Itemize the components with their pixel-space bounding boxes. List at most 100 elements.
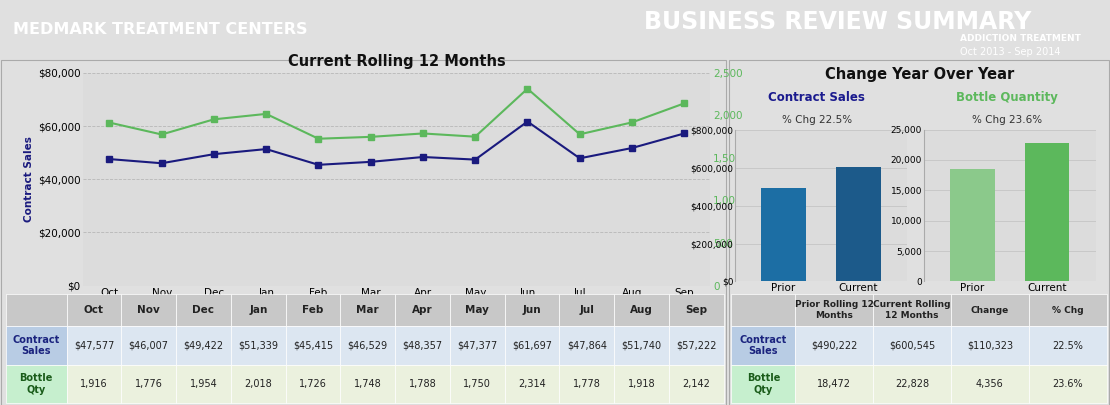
Y-axis label: Bottle Qty: Bottle Qty [747, 149, 757, 209]
Y-axis label: Contract Sales: Contract Sales [23, 136, 33, 222]
Text: Oct 2013 - Sep 2014: Oct 2013 - Sep 2014 [960, 47, 1061, 57]
Text: Jul: Jul [579, 305, 594, 315]
Bar [341, 294, 395, 326]
Text: 22.5%: 22.5% [1052, 341, 1083, 351]
Bar [614, 294, 669, 326]
Text: May: May [465, 305, 490, 315]
Text: Dec: Dec [192, 305, 214, 315]
Bar [669, 364, 724, 403]
Text: Oct: Oct [84, 305, 104, 315]
Text: $51,339: $51,339 [239, 341, 279, 351]
Text: $46,529: $46,529 [347, 341, 387, 351]
Text: Sep: Sep [685, 305, 707, 315]
Bar [1025, 143, 1069, 281]
Text: % Chg: % Chg [1052, 305, 1083, 315]
Text: Jan: Jan [249, 305, 268, 315]
Text: $47,864: $47,864 [567, 341, 607, 351]
Bar [121, 364, 176, 403]
Bar [67, 326, 121, 364]
Text: 1,776: 1,776 [134, 379, 163, 389]
Text: 1,726: 1,726 [299, 379, 327, 389]
Text: $48,357: $48,357 [403, 341, 443, 351]
Text: 1,750: 1,750 [463, 379, 492, 389]
Text: Bottle
Qty: Bottle Qty [747, 373, 780, 394]
Text: Change Year Over Year: Change Year Over Year [825, 67, 1015, 83]
Bar [874, 294, 951, 326]
Text: $51,740: $51,740 [622, 341, 662, 351]
Bar [505, 294, 559, 326]
Bar [559, 364, 614, 403]
Bar [559, 326, 614, 364]
Bar [231, 364, 285, 403]
Bar [121, 294, 176, 326]
Bar [1029, 294, 1107, 326]
Text: $49,422: $49,422 [183, 341, 223, 351]
Text: Feb: Feb [302, 305, 324, 315]
Text: $490,222: $490,222 [811, 341, 857, 351]
Text: Nov: Nov [138, 305, 160, 315]
Text: % Chg 22.5%: % Chg 22.5% [781, 115, 851, 125]
Text: Contract
Sales: Contract Sales [739, 335, 787, 356]
Bar [450, 364, 505, 403]
Text: 2,142: 2,142 [683, 379, 710, 389]
Title: Current Rolling 12 Months: Current Rolling 12 Months [287, 54, 506, 69]
Bar [505, 326, 559, 364]
Bar [285, 326, 341, 364]
Text: Change: Change [971, 305, 1009, 315]
Bar [1029, 326, 1107, 364]
Text: Current Rolling
12 Months: Current Rolling 12 Months [874, 301, 951, 320]
Text: $47,377: $47,377 [457, 341, 497, 351]
Bar [874, 364, 951, 403]
Bar [731, 294, 795, 326]
Bar [176, 294, 231, 326]
Text: BUSINESS REVIEW SUMMARY: BUSINESS REVIEW SUMMARY [644, 10, 1031, 34]
Bar [1029, 364, 1107, 403]
Text: Bottle Quantity: Bottle Quantity [957, 91, 1058, 104]
Bar [450, 294, 505, 326]
Bar [951, 326, 1029, 364]
Text: 4,356: 4,356 [976, 379, 1003, 389]
Text: 18,472: 18,472 [817, 379, 851, 389]
Text: 2,018: 2,018 [244, 379, 272, 389]
Bar [950, 169, 995, 281]
Bar [176, 326, 231, 364]
Text: Contract
Sales: Contract Sales [12, 335, 60, 356]
Text: 1,748: 1,748 [354, 379, 382, 389]
Bar [121, 326, 176, 364]
Bar [341, 364, 395, 403]
Text: $110,323: $110,323 [967, 341, 1013, 351]
Bar [795, 364, 874, 403]
Bar [6, 326, 67, 364]
Bar [951, 364, 1029, 403]
Bar [231, 294, 285, 326]
Bar [761, 188, 806, 281]
Bar [614, 326, 669, 364]
Text: $47,577: $47,577 [73, 341, 114, 351]
Bar [395, 294, 450, 326]
Bar [731, 326, 795, 364]
Bar [669, 294, 724, 326]
Text: 1,918: 1,918 [628, 379, 655, 389]
Bar [669, 326, 724, 364]
Text: ADDICTION TREATMENT: ADDICTION TREATMENT [960, 34, 1081, 43]
Text: Jun: Jun [523, 305, 542, 315]
Bar [67, 294, 121, 326]
Text: Apr: Apr [412, 305, 433, 315]
Bar [6, 364, 67, 403]
Text: 1,954: 1,954 [190, 379, 218, 389]
Text: Contract Sales: Contract Sales [768, 91, 866, 104]
Text: $61,697: $61,697 [512, 341, 552, 351]
Text: Prior Rolling 12
Months: Prior Rolling 12 Months [795, 301, 874, 320]
Text: $46,007: $46,007 [129, 341, 169, 351]
Bar [795, 326, 874, 364]
Text: Bottle
Qty: Bottle Qty [19, 373, 53, 394]
Bar [395, 364, 450, 403]
Bar [505, 364, 559, 403]
Bar [231, 326, 285, 364]
Text: $45,415: $45,415 [293, 341, 333, 351]
Bar [874, 326, 951, 364]
Text: % Chg 23.6%: % Chg 23.6% [972, 115, 1042, 125]
Bar [395, 326, 450, 364]
Bar [285, 364, 341, 403]
Bar [67, 364, 121, 403]
